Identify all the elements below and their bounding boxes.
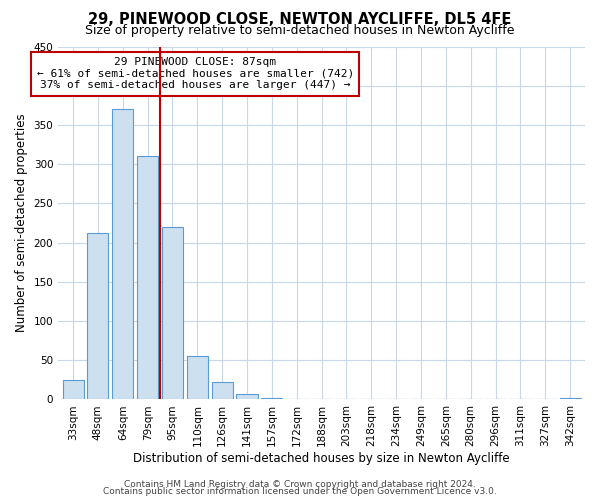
Bar	[212, 382, 233, 400]
Bar	[262, 398, 283, 400]
Bar	[187, 356, 208, 400]
Bar	[112, 109, 133, 400]
Y-axis label: Number of semi-detached properties: Number of semi-detached properties	[15, 114, 28, 332]
Bar	[162, 227, 183, 400]
Bar	[560, 398, 581, 400]
Text: 29, PINEWOOD CLOSE, NEWTON AYCLIFFE, DL5 4FE: 29, PINEWOOD CLOSE, NEWTON AYCLIFFE, DL5…	[88, 12, 512, 28]
Bar	[236, 394, 257, 400]
Text: 29 PINEWOOD CLOSE: 87sqm
← 61% of semi-detached houses are smaller (742)
37% of : 29 PINEWOOD CLOSE: 87sqm ← 61% of semi-d…	[37, 57, 354, 90]
Text: Contains HM Land Registry data © Crown copyright and database right 2024.: Contains HM Land Registry data © Crown c…	[124, 480, 476, 489]
Text: Size of property relative to semi-detached houses in Newton Aycliffe: Size of property relative to semi-detach…	[85, 24, 515, 37]
Bar	[88, 233, 109, 400]
Bar	[62, 380, 83, 400]
Text: Contains public sector information licensed under the Open Government Licence v3: Contains public sector information licen…	[103, 487, 497, 496]
X-axis label: Distribution of semi-detached houses by size in Newton Aycliffe: Distribution of semi-detached houses by …	[133, 452, 510, 465]
Bar	[137, 156, 158, 400]
